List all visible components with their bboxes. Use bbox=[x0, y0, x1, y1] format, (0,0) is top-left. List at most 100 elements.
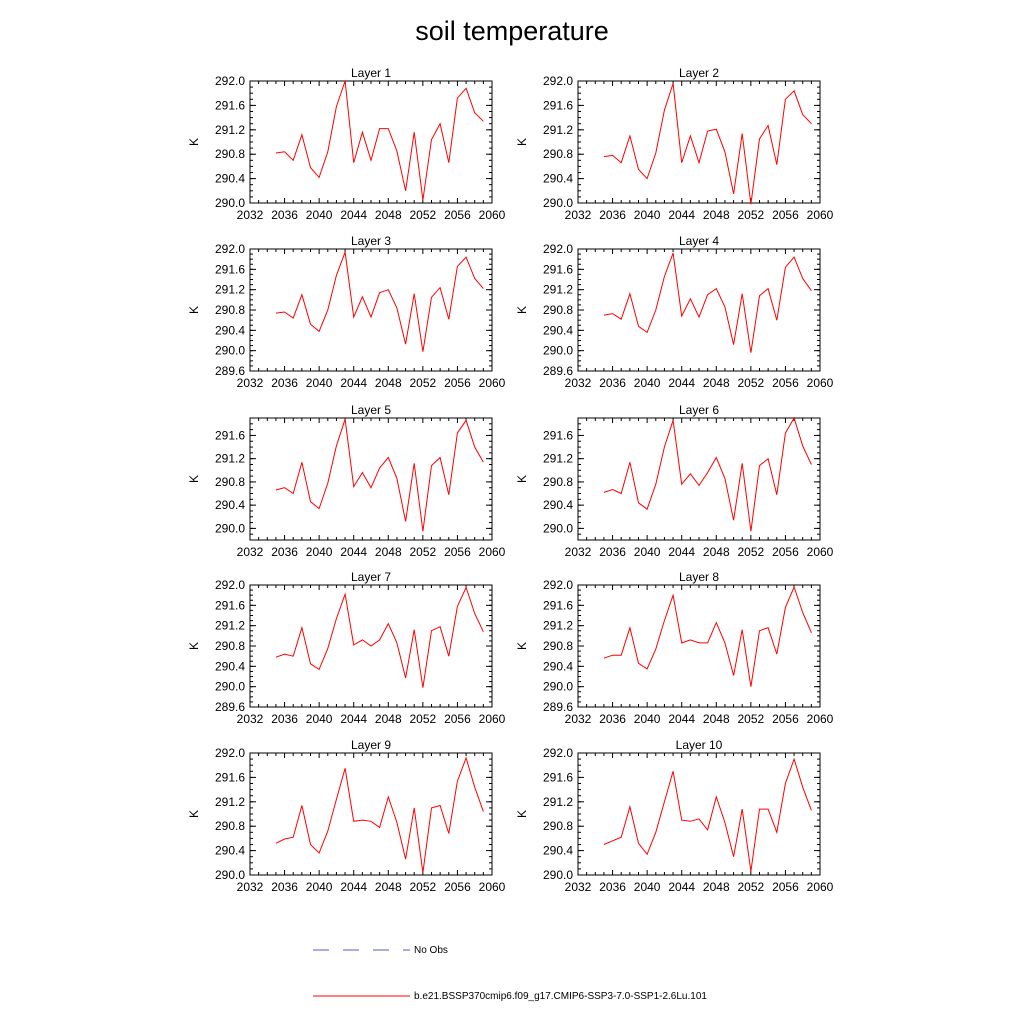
y-tick-label: 290.0 bbox=[543, 680, 573, 694]
panel-layer-6: Layer 6 2032 2036 2040 2044 2048 2052 2056 2060 2… bbox=[515, 403, 834, 559]
y-tick-label: 290.0 bbox=[543, 868, 573, 882]
x-tick-label: 2056 bbox=[772, 208, 799, 222]
y-tick-label: 289.6 bbox=[543, 700, 573, 714]
y-tick-label: 292.0 bbox=[215, 578, 245, 592]
panel-title: Layer 9 bbox=[351, 738, 391, 752]
y-tick-label: 290.0 bbox=[543, 521, 573, 535]
panel-layer-10: Layer 10 2032 2036 2040 2044 2048 2052 2056 2060… bbox=[515, 738, 834, 894]
x-tick-label: 2060 bbox=[479, 208, 506, 222]
panel-layer-4: Layer 4 2032 2036 2040 2044 2048 2052 2056 2060 2… bbox=[515, 234, 834, 390]
x-tick-label: 2060 bbox=[807, 376, 834, 390]
x-tick-label: 2032 bbox=[565, 208, 592, 222]
y-tick-label: 290.0 bbox=[215, 521, 245, 535]
y-tick-label: 289.6 bbox=[543, 364, 573, 378]
series-line bbox=[603, 252, 812, 353]
x-tick-label: 2032 bbox=[237, 376, 264, 390]
panel-title: Layer 2 bbox=[679, 66, 719, 80]
x-tick-label: 2036 bbox=[271, 545, 298, 559]
series-line bbox=[275, 586, 484, 688]
x-tick-label: 2052 bbox=[410, 712, 437, 726]
y-tick-label: 291.2 bbox=[543, 619, 573, 633]
y-axis-label: K bbox=[187, 306, 201, 314]
x-tick-label: 2060 bbox=[807, 545, 834, 559]
panel-title: Layer 3 bbox=[351, 234, 391, 248]
series-line bbox=[275, 251, 484, 352]
y-tick-label: 290.4 bbox=[215, 498, 245, 512]
y-tick-label: 290.8 bbox=[543, 147, 573, 161]
y-tick-label: 290.0 bbox=[215, 196, 245, 210]
plot-frame bbox=[577, 584, 821, 708]
y-tick-label: 291.6 bbox=[215, 428, 245, 442]
plot-frame bbox=[249, 248, 493, 372]
x-tick-label: 2048 bbox=[703, 208, 730, 222]
x-tick-label: 2040 bbox=[634, 880, 661, 894]
x-tick-label: 2052 bbox=[410, 545, 437, 559]
x-tick-label: 2036 bbox=[271, 880, 298, 894]
y-tick-label: 290.0 bbox=[215, 680, 245, 694]
x-tick-label: 2032 bbox=[237, 545, 264, 559]
x-tick-label: 2036 bbox=[271, 376, 298, 390]
x-tick-label: 2044 bbox=[668, 376, 695, 390]
x-tick-label: 2060 bbox=[807, 712, 834, 726]
y-tick-label: 291.6 bbox=[543, 262, 573, 276]
x-tick-label: 2052 bbox=[410, 376, 437, 390]
panel-layer-3: Layer 3 2032 2036 2040 2044 2048 2052 2056 2060 2… bbox=[187, 234, 506, 390]
y-tick-label: 291.6 bbox=[543, 428, 573, 442]
series-line bbox=[603, 83, 812, 205]
x-tick-label: 2056 bbox=[444, 712, 471, 726]
y-tick-label: 290.4 bbox=[215, 844, 245, 858]
plot-frame bbox=[577, 248, 821, 372]
x-tick-label: 2060 bbox=[807, 208, 834, 222]
x-tick-label: 2052 bbox=[738, 376, 765, 390]
y-axis-label: K bbox=[187, 475, 201, 483]
series-line bbox=[275, 419, 484, 532]
y-tick-label: 290.8 bbox=[215, 819, 245, 833]
y-tick-label: 290.4 bbox=[543, 659, 573, 673]
x-tick-label: 2044 bbox=[668, 545, 695, 559]
panel-title: Layer 5 bbox=[351, 403, 391, 417]
x-tick-label: 2040 bbox=[306, 376, 333, 390]
x-tick-label: 2032 bbox=[565, 712, 592, 726]
x-tick-label: 2048 bbox=[703, 712, 730, 726]
panels: Layer 1 2032 2036 2040 2044 2048 2052 2056 2060 2… bbox=[187, 66, 834, 894]
x-tick-label: 2032 bbox=[565, 545, 592, 559]
x-tick-label: 2036 bbox=[271, 712, 298, 726]
x-tick-label: 2044 bbox=[340, 880, 367, 894]
x-tick-label: 2052 bbox=[738, 712, 765, 726]
x-tick-label: 2044 bbox=[668, 208, 695, 222]
panel-layer-8: Layer 8 2032 2036 2040 2044 2048 2052 2056 2060 2… bbox=[515, 570, 834, 726]
x-tick-label: 2040 bbox=[634, 208, 661, 222]
y-tick-label: 291.2 bbox=[215, 452, 245, 466]
x-tick-label: 2056 bbox=[444, 208, 471, 222]
y-tick-label: 290.4 bbox=[543, 323, 573, 337]
x-tick-label: 2040 bbox=[634, 545, 661, 559]
y-tick-label: 292.0 bbox=[543, 242, 573, 256]
x-tick-label: 2048 bbox=[375, 376, 402, 390]
plot-frame bbox=[577, 80, 821, 204]
x-tick-label: 2052 bbox=[410, 880, 437, 894]
y-tick-label: 292.0 bbox=[215, 242, 245, 256]
y-axis-label: K bbox=[515, 306, 529, 314]
y-tick-label: 292.0 bbox=[215, 746, 245, 760]
x-tick-label: 2044 bbox=[340, 545, 367, 559]
plot-frame bbox=[249, 80, 493, 204]
y-tick-label: 290.8 bbox=[215, 639, 245, 653]
x-tick-label: 2044 bbox=[340, 712, 367, 726]
panel-layer-5: Layer 5 2032 2036 2040 2044 2048 2052 2056 2060 2… bbox=[187, 403, 506, 559]
y-axis-label: K bbox=[515, 642, 529, 650]
y-tick-label: 289.6 bbox=[215, 364, 245, 378]
x-tick-label: 2040 bbox=[634, 376, 661, 390]
x-tick-label: 2048 bbox=[703, 545, 730, 559]
y-tick-label: 290.8 bbox=[543, 475, 573, 489]
panel-layer-2: Layer 2 2032 2036 2040 2044 2048 2052 2056 2060 2… bbox=[515, 66, 834, 222]
x-tick-label: 2036 bbox=[599, 545, 626, 559]
x-tick-label: 2032 bbox=[237, 880, 264, 894]
panel-layer-7: Layer 7 2032 2036 2040 2044 2048 2052 2056 2060 2… bbox=[187, 570, 506, 726]
panel-title: Layer 7 bbox=[351, 570, 391, 584]
y-tick-label: 291.6 bbox=[543, 598, 573, 612]
x-tick-label: 2052 bbox=[738, 880, 765, 894]
x-tick-label: 2040 bbox=[306, 712, 333, 726]
x-tick-label: 2056 bbox=[444, 545, 471, 559]
series-line bbox=[603, 757, 812, 872]
x-tick-label: 2052 bbox=[738, 545, 765, 559]
